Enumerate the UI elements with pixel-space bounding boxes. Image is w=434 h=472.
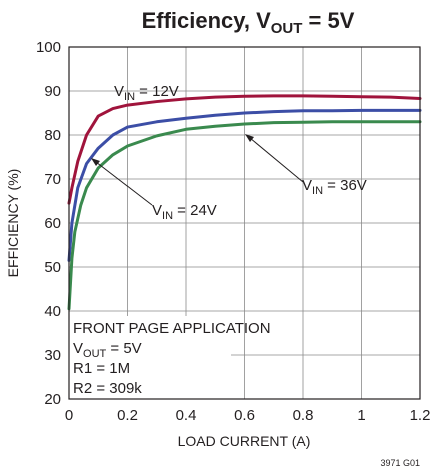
y-tick-label: 50 bbox=[44, 259, 61, 276]
chart-title: Efficiency, VOUT = 5V bbox=[142, 8, 355, 37]
series-label-36v: VIN = 36V bbox=[302, 177, 367, 197]
x-tick-label: 0 bbox=[65, 407, 73, 424]
x-tick-label: 0.2 bbox=[117, 407, 138, 424]
plot-frame bbox=[68, 46, 421, 400]
x-axis-label: LOAD CURRENT (A) bbox=[178, 433, 311, 449]
chart-title-tail: = 5V bbox=[302, 8, 354, 33]
annotation-background bbox=[69, 316, 231, 400]
x-tick-label: 0.4 bbox=[176, 407, 197, 424]
x-tick-label: 1 bbox=[357, 407, 365, 424]
annotation-line-2: VOUT = 5V bbox=[73, 340, 142, 360]
annotation-line-4: R2 = 309k bbox=[73, 380, 142, 397]
y-tick-label: 70 bbox=[44, 171, 61, 188]
chart-title-main: Efficiency, V bbox=[142, 8, 272, 33]
series-line-24v bbox=[67, 108, 422, 262]
x-tick-label: 0.6 bbox=[234, 407, 255, 424]
series-label-12v: VIN = 12V bbox=[114, 83, 179, 103]
chart-title-sub: OUT bbox=[271, 20, 303, 37]
y-axis-label: EFFICIENCY (%) bbox=[5, 169, 21, 278]
series-label-24v: VIN = 24V bbox=[152, 202, 217, 222]
annotation-line-3: R1 = 1M bbox=[73, 360, 130, 377]
series-line-12v bbox=[67, 94, 422, 205]
series-group bbox=[67, 94, 422, 311]
figure-id: 3971 G01 bbox=[380, 458, 420, 468]
x-tick-labels: 0 0.2 0.4 0.6 0.8 1 1.2 bbox=[65, 407, 431, 424]
y-tick-label: 80 bbox=[44, 127, 61, 144]
annotation-line-1: FRONT PAGE APPLICATION bbox=[73, 320, 271, 337]
leader-arrow-24v bbox=[91, 158, 153, 206]
x-tick-label: 0.8 bbox=[293, 407, 314, 424]
y-tick-label: 40 bbox=[44, 303, 61, 320]
y-tick-label: 30 bbox=[44, 347, 61, 364]
y-tick-labels: 20 30 40 50 60 70 80 90 100 bbox=[36, 39, 61, 408]
y-tick-label: 100 bbox=[36, 39, 61, 56]
y-tick-label: 60 bbox=[44, 215, 61, 232]
x-tick-label: 1.2 bbox=[410, 407, 431, 424]
y-tick-label: 20 bbox=[44, 391, 61, 408]
leader-arrow-36v bbox=[245, 134, 304, 183]
series-line-36v bbox=[67, 120, 422, 311]
y-tick-label: 90 bbox=[44, 83, 61, 100]
